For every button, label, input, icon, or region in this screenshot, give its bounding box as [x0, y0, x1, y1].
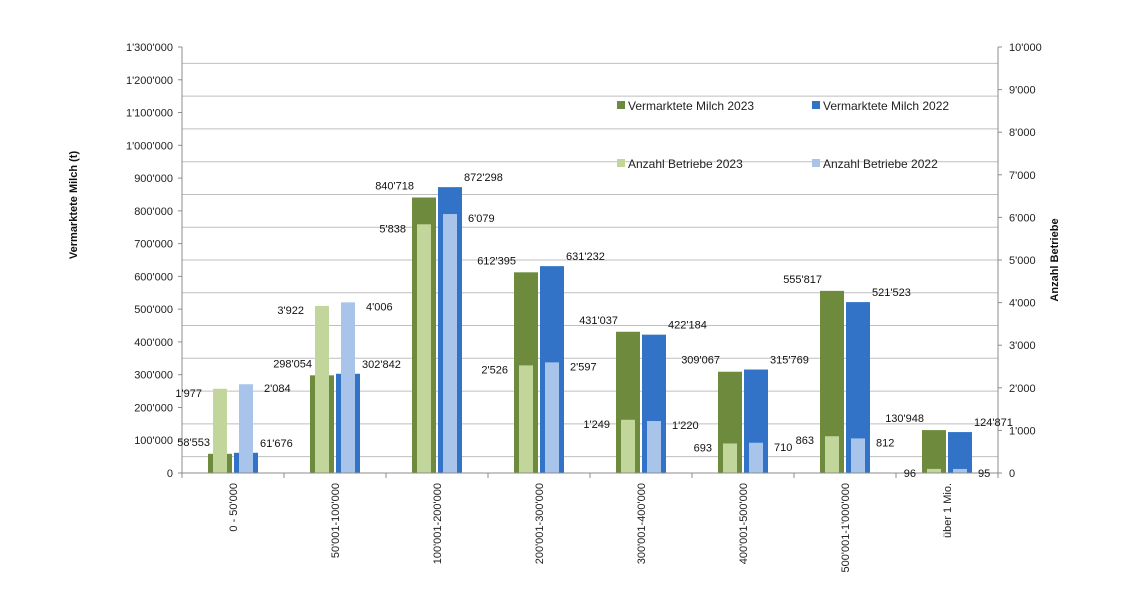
bar-betriebe-2023	[825, 436, 839, 473]
label-milch-2022: 631'232	[566, 251, 605, 263]
bar-betriebe-2022	[341, 302, 355, 473]
label-betriebe-2022: 1'220	[672, 420, 699, 432]
y2-tick-label: 6'000	[1009, 212, 1036, 224]
bar-betriebe-2022	[851, 438, 865, 473]
bar-milch-2023	[922, 430, 946, 473]
x-tick-label: 50'001-100'000	[330, 483, 342, 558]
label-betriebe-2023: 2'526	[481, 364, 508, 376]
y2-tick-label: 8'000	[1009, 127, 1036, 139]
legend-label: Vermarktete Milch 2023	[628, 99, 754, 113]
legend: Vermarktete Milch 2023 Vermarktete Milch …	[617, 99, 949, 171]
label-milch-2022: 872'298	[464, 172, 503, 184]
bars	[208, 187, 972, 473]
legend-label: Vermarktete Milch 2022	[823, 99, 949, 113]
bar-betriebe-2023	[519, 365, 533, 473]
label-milch-2023: 58'553	[177, 437, 210, 449]
label-milch-2023: 840'718	[375, 181, 414, 193]
y-tick-label: 200'000	[134, 402, 173, 414]
x-tick-label: 300'001-400'000	[636, 483, 648, 564]
bar-betriebe-2023	[927, 468, 941, 473]
label-milch-2022: 315'769	[770, 355, 809, 367]
x-tick-label: 500'001-1'000'000	[840, 483, 852, 573]
y-tick-label: 700'000	[134, 239, 173, 251]
y2-tick-label: 4'000	[1009, 298, 1036, 310]
y2-tick-label: 10'000	[1009, 42, 1042, 54]
x-tick-label: 400'001-500'000	[738, 483, 750, 564]
y-tick-label: 1'200'000	[126, 75, 173, 87]
bar-betriebe-2023	[315, 305, 329, 473]
bar-betriebe-2023	[723, 443, 737, 473]
label-milch-2022: 521'523	[872, 287, 911, 299]
label-betriebe-2022: 710	[774, 442, 792, 454]
y2-tick-label: 5'000	[1009, 255, 1036, 267]
y2-tick-label: 0	[1009, 468, 1015, 480]
label-betriebe-2023: 3'922	[277, 305, 304, 317]
label-betriebe-2023: 96	[904, 468, 916, 480]
bar-betriebe-2022	[647, 421, 661, 473]
x-tick-label: 200'001-300'000	[534, 483, 546, 564]
y2-tick-label: 1'000	[1009, 425, 1036, 437]
label-betriebe-2023: 863	[796, 435, 814, 447]
y2-axis-title: Anzahl Betriebe	[1049, 218, 1061, 301]
bar-betriebe-2023	[417, 224, 431, 473]
legend-swatch	[812, 101, 820, 109]
label-milch-2023: 298'054	[273, 358, 312, 370]
label-betriebe-2022: 812	[876, 437, 894, 449]
label-milch-2022: 124'871	[974, 417, 1013, 429]
y2-tick-label: 3'000	[1009, 340, 1036, 352]
label-betriebe-2022: 6'079	[468, 213, 495, 225]
y-tick-label: 300'000	[134, 370, 173, 382]
x-tick-label: über 1 Mio.	[942, 483, 954, 538]
label-milch-2022: 422'184	[668, 320, 707, 332]
legend-label: Anzahl Betriebe 2022	[823, 157, 938, 171]
label-milch-2023: 130'948	[885, 413, 924, 425]
y-tick-label: 0	[167, 468, 173, 480]
y-tick-label: 1'000'000	[126, 140, 173, 152]
label-milch-2023: 431'037	[579, 315, 618, 327]
y-tick-label: 400'000	[134, 337, 173, 349]
bar-betriebe-2023	[213, 388, 227, 473]
label-milch-2022: 302'842	[362, 359, 401, 371]
label-milch-2022: 61'676	[260, 438, 293, 450]
y2-tick-label: 9'000	[1009, 85, 1036, 97]
y-tick-label: 600'000	[134, 271, 173, 283]
y-tick-label: 1'100'000	[126, 108, 173, 120]
data-labels: 58'553 61'676 1'977 2'084 298'054 302'842 3'92…	[175, 172, 1012, 480]
y-tick-label: 800'000	[134, 206, 173, 218]
label-milch-2023: 555'817	[783, 274, 822, 286]
label-betriebe-2023: 5'838	[379, 223, 406, 235]
label-betriebe-2023: 1'977	[175, 388, 202, 400]
y-tick-label: 500'000	[134, 304, 173, 316]
x-tick-label: 100'001-200'000	[432, 483, 444, 564]
y2-tick-label: 7'000	[1009, 170, 1036, 182]
y-tick-label: 1'300'000	[126, 42, 173, 54]
x-tick-label: 0 - 50'000	[228, 483, 240, 532]
y-tick-label: 100'000	[134, 435, 173, 447]
label-betriebe-2022: 95	[978, 468, 990, 480]
y2-tick-label: 2'000	[1009, 383, 1036, 395]
y-axis-title: Vermarktete Milch (t)	[68, 151, 80, 260]
label-betriebe-2022: 4'006	[366, 301, 393, 313]
label-milch-2023: 309'067	[681, 355, 720, 367]
bar-milch-2022	[948, 432, 972, 473]
y-tick-label: 900'000	[134, 173, 173, 185]
bar-betriebe-2022	[749, 442, 763, 473]
legend-label: Anzahl Betriebe 2023	[628, 157, 743, 171]
bar-betriebe-2022	[953, 468, 967, 473]
label-betriebe-2022: 2'084	[264, 383, 291, 395]
label-betriebe-2023: 1'249	[583, 419, 610, 431]
label-milch-2023: 612'395	[477, 255, 516, 267]
bar-betriebe-2022	[545, 362, 559, 473]
legend-swatch	[617, 159, 625, 167]
legend-swatch	[812, 159, 820, 167]
bar-betriebe-2022	[443, 214, 457, 473]
bar-betriebe-2023	[621, 419, 635, 473]
label-betriebe-2023: 693	[694, 442, 712, 454]
axes: 0 100'000 200'000 300'000 400'000 500'000 600'…	[126, 42, 1042, 573]
bar-betriebe-2022	[239, 384, 253, 473]
legend-swatch	[617, 101, 625, 109]
label-betriebe-2022: 2'597	[570, 361, 597, 373]
